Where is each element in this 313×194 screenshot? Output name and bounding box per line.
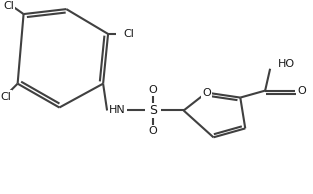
Text: HO: HO bbox=[278, 59, 295, 69]
Text: HN: HN bbox=[109, 106, 126, 115]
Text: Cl: Cl bbox=[123, 29, 134, 39]
Text: Cl: Cl bbox=[0, 92, 11, 102]
Text: O: O bbox=[148, 126, 157, 136]
Text: O: O bbox=[148, 85, 157, 95]
Text: Cl: Cl bbox=[3, 1, 14, 11]
Text: O: O bbox=[298, 86, 306, 96]
Text: S: S bbox=[149, 104, 157, 117]
Text: O: O bbox=[202, 88, 211, 98]
